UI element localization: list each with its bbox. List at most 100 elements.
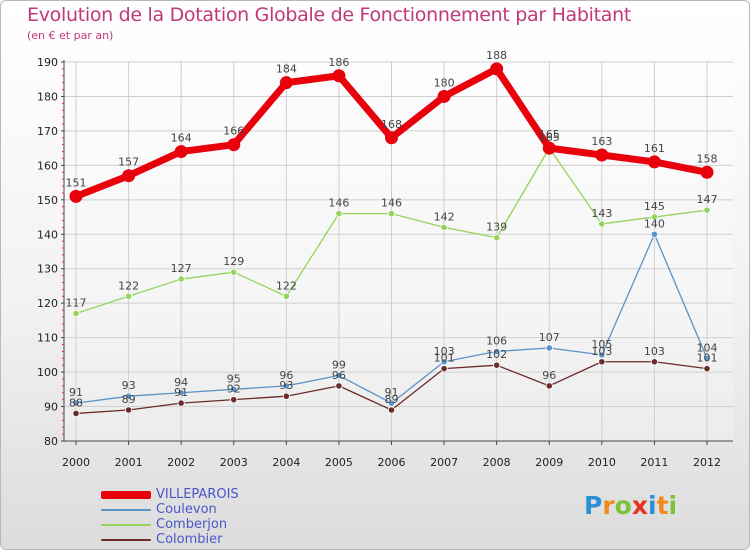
data-point <box>227 138 241 152</box>
y-tick-label: 80 <box>44 435 58 448</box>
data-label: 142 <box>434 210 455 223</box>
data-point <box>647 155 661 169</box>
data-label: 166 <box>223 125 244 138</box>
data-label: 122 <box>118 279 139 292</box>
data-point <box>437 89 451 103</box>
data-point <box>72 309 80 318</box>
data-point <box>542 141 556 155</box>
data-label: 139 <box>486 221 507 234</box>
data-point <box>124 392 133 400</box>
data-label: 93 <box>122 379 136 392</box>
legend-label: Comberjon <box>156 517 228 532</box>
data-label: 104 <box>697 341 718 354</box>
data-label: 96 <box>332 369 346 382</box>
data-point <box>703 354 711 362</box>
data-label: 140 <box>644 217 665 230</box>
logo-letter: t <box>656 491 669 520</box>
data-label: 180 <box>434 76 455 89</box>
chart-title: Evolution de la Dotation Globale de Fonc… <box>27 4 632 26</box>
data-point <box>230 385 238 393</box>
y-tick-label: 120 <box>37 297 58 310</box>
data-label: 151 <box>66 176 87 189</box>
legend-label: Colombier <box>156 532 223 547</box>
x-tick-label: 2006 <box>378 456 406 469</box>
data-label: 92 <box>227 383 241 396</box>
data-label: 89 <box>122 393 136 406</box>
data-point <box>335 371 343 380</box>
logo-letter: i <box>668 491 678 520</box>
x-tick-label: 2009 <box>535 456 563 469</box>
data-point <box>493 361 501 369</box>
data-point <box>598 351 606 359</box>
data-point <box>493 234 501 242</box>
chart-subtitle: (en € et par an) <box>27 29 114 42</box>
data-label: 168 <box>381 118 402 131</box>
data-point <box>124 292 133 300</box>
data-label: 161 <box>644 142 665 155</box>
y-tick-label: 180 <box>37 90 58 103</box>
data-point <box>335 210 343 218</box>
data-point <box>700 165 714 179</box>
data-label: 103 <box>644 345 665 358</box>
data-point <box>177 399 185 407</box>
x-tick-label: 2000 <box>62 456 90 469</box>
data-label: 88 <box>69 396 83 409</box>
data-point <box>332 69 346 83</box>
data-point <box>440 358 448 366</box>
data-label: 96 <box>542 369 556 382</box>
data-label: 157 <box>118 156 139 169</box>
data-point <box>650 230 659 238</box>
data-label: 91 <box>174 386 188 399</box>
data-point <box>335 382 343 390</box>
legend-swatch <box>101 509 151 511</box>
data-point <box>72 409 80 418</box>
y-tick-label: 170 <box>37 125 58 138</box>
legend-swatch <box>101 539 151 541</box>
y-tick-label: 130 <box>37 263 58 276</box>
y-tick-label: 140 <box>37 228 58 241</box>
logo-letter: x <box>631 491 648 520</box>
data-point <box>282 292 290 300</box>
x-tick-label: 2003 <box>220 456 248 469</box>
data-point <box>598 358 606 366</box>
data-point <box>230 268 238 276</box>
data-label: 101 <box>434 352 455 365</box>
data-point <box>703 206 711 214</box>
x-tick-label: 2004 <box>272 456 300 469</box>
data-label: 95 <box>227 372 241 385</box>
x-tick-label: 2010 <box>588 456 616 469</box>
data-point <box>387 210 396 218</box>
logo-letter: P <box>584 491 603 520</box>
data-point <box>122 169 136 183</box>
data-point <box>650 213 659 221</box>
legend: VILLEPAROIS Coulevon Comberjon Colombier <box>101 487 301 547</box>
logo-letter: i <box>648 491 657 520</box>
data-point <box>72 399 80 407</box>
data-point <box>493 347 501 356</box>
legend-item: VILLEPAROIS <box>101 487 301 502</box>
legend-swatch <box>101 491 151 499</box>
y-tick-label: 90 <box>44 401 58 414</box>
data-point <box>279 76 293 90</box>
data-point <box>385 131 398 145</box>
data-label: 89 <box>385 393 399 406</box>
data-point <box>282 392 290 400</box>
logo-letter: r <box>602 491 615 520</box>
data-label: 122 <box>276 279 297 292</box>
data-label: 165 <box>539 128 560 141</box>
data-label: 101 <box>697 352 718 365</box>
logo-letter: o <box>614 491 632 520</box>
y-tick-label: 190 <box>37 56 58 69</box>
data-point <box>545 382 553 390</box>
data-point <box>595 148 609 162</box>
y-tick-label: 150 <box>37 194 58 207</box>
legend-item: Colombier <box>101 532 301 547</box>
data-label: 103 <box>434 345 455 358</box>
y-tick-label: 160 <box>37 159 58 172</box>
x-tick-label: 2002 <box>167 456 195 469</box>
data-point <box>545 344 553 352</box>
y-tick-label: 110 <box>37 332 58 345</box>
legend-swatch <box>101 524 151 526</box>
data-label: 93 <box>279 379 293 392</box>
